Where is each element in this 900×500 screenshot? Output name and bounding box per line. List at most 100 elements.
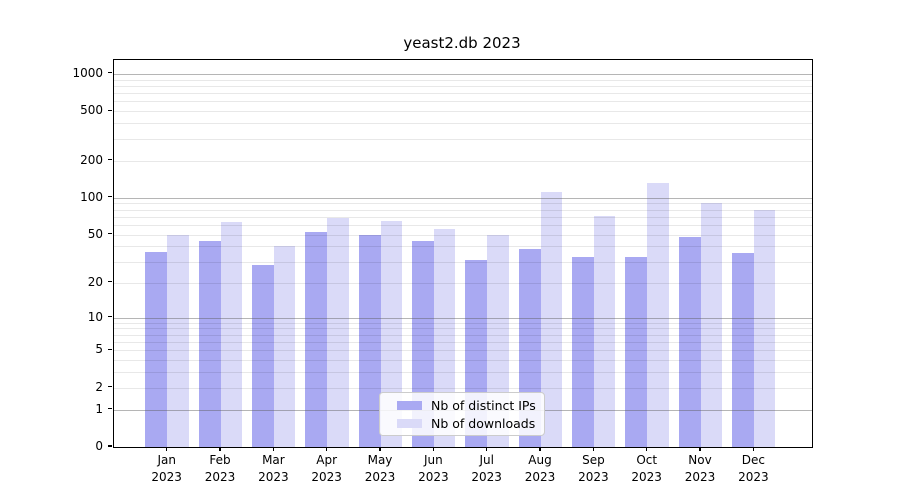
y-axis-tick	[107, 72, 112, 74]
gridline-minor	[114, 360, 812, 362]
x-axis-tick	[166, 447, 168, 452]
y-axis-tick	[107, 445, 112, 447]
gridline-minor	[114, 322, 812, 324]
bar-distinct-ips	[571, 256, 594, 447]
y-axis-tick	[107, 232, 112, 235]
gridline-major	[114, 317, 812, 319]
x-axis-tick-label: Jan 2023	[151, 453, 182, 484]
bar-distinct-ips	[305, 231, 328, 447]
y-axis-tick	[107, 196, 112, 198]
x-axis-tick	[272, 447, 275, 452]
gridline-minor	[114, 93, 812, 94]
bar-downloads	[753, 210, 776, 447]
legend-item-downloads: Nb of downloads	[397, 416, 544, 431]
x-axis-tick-label: May 2023	[364, 453, 396, 484]
bar-downloads	[593, 216, 616, 447]
legend: Nb of distinct IPs Nb of downloads	[379, 392, 545, 436]
gridline-minor	[114, 350, 812, 352]
y-axis-tick-label: 50	[87, 226, 103, 241]
bar-downloads	[220, 222, 243, 447]
bar-downloads	[540, 191, 563, 447]
legend-item-distinct-ips: Nb of distinct IPs	[397, 398, 544, 413]
x-axis-tick	[379, 447, 381, 452]
gridline-minor	[114, 101, 812, 103]
bar-downloads	[167, 234, 189, 447]
y-axis-tick-label: 200	[80, 152, 103, 167]
chart-title: yeast2.db 2023	[403, 34, 521, 52]
x-axis-tick	[592, 447, 595, 452]
bar-downloads	[327, 218, 349, 447]
gridline-minor	[114, 334, 812, 336]
bar-distinct-ips	[731, 253, 754, 447]
x-axis-tick-label: Sep 2023	[578, 453, 609, 484]
y-axis-tick	[107, 315, 112, 318]
bar-downloads	[380, 220, 403, 447]
y-axis-tick	[107, 280, 112, 283]
x-axis-tick-label: Dec 2023	[738, 453, 769, 484]
x-axis-tick	[539, 447, 541, 452]
gridline-minor	[114, 224, 812, 226]
y-axis-tick-label: 1	[95, 401, 103, 416]
bar-distinct-ips	[358, 234, 381, 447]
gridline-minor	[114, 79, 812, 81]
gridline-minor	[114, 216, 812, 218]
x-axis-tick	[752, 447, 755, 452]
gridline-minor	[114, 123, 812, 125]
bar-distinct-ips	[145, 251, 168, 447]
bar-downloads	[273, 246, 296, 447]
gridline-minor	[114, 138, 812, 140]
x-axis-tick	[432, 447, 435, 452]
bar-distinct-ips	[198, 241, 221, 447]
gridline-minor	[114, 372, 812, 374]
x-axis-tick-label: Feb 2023	[204, 453, 236, 484]
y-axis-tick-label: 100	[80, 189, 103, 204]
y-axis-tick	[107, 158, 112, 161]
gridline-minor	[114, 246, 812, 248]
y-axis-tick	[107, 386, 112, 388]
legend-label-downloads: Nb of downloads	[431, 415, 536, 431]
gridline-minor	[114, 328, 812, 330]
gridline-minor	[114, 261, 812, 263]
legend-swatch-downloads	[397, 418, 422, 428]
x-axis-tick	[486, 447, 488, 452]
x-axis-tick	[326, 447, 328, 452]
x-axis-tick	[699, 447, 701, 452]
gridline-major	[114, 73, 812, 75]
x-axis-tick-label: Nov 2023	[684, 453, 716, 484]
gridline-minor	[114, 203, 812, 205]
bar-downloads	[647, 182, 669, 447]
y-axis-tick	[107, 109, 112, 111]
legend-label-distinct-ips: Nb of distinct IPs	[431, 397, 536, 413]
gridline-minor	[114, 282, 812, 284]
gridline-minor	[114, 341, 812, 343]
x-axis-tick-label: Jun 2023	[418, 453, 449, 484]
x-axis-tick	[646, 447, 648, 452]
y-axis-tick-label: 500	[80, 103, 103, 118]
bar-distinct-ips	[678, 236, 701, 447]
gridline-minor	[114, 85, 812, 87]
gridline-major	[114, 197, 812, 199]
bar-downloads	[700, 202, 723, 447]
y-axis-tick-label: 2	[95, 379, 103, 394]
y-axis-tick-label: 0	[95, 439, 103, 453]
bar-distinct-ips	[625, 256, 648, 447]
gridline-minor	[114, 160, 812, 162]
x-axis-tick-label: Oct 2023	[631, 453, 662, 484]
legend-swatch-distinct-ips	[397, 400, 422, 410]
plot-area	[113, 59, 813, 448]
y-axis-tick-label: 1000	[72, 65, 103, 80]
x-axis-tick-label: Aug 2023	[524, 453, 556, 484]
gridline-minor	[114, 234, 812, 236]
bar-distinct-ips	[251, 265, 274, 447]
x-axis-tick-label: Jul 2023	[471, 453, 502, 484]
y-axis-tick	[107, 407, 112, 410]
gridline-minor	[114, 209, 812, 211]
x-axis-tick	[219, 447, 221, 452]
x-axis-tick-label: Apr 2023	[311, 453, 342, 484]
gridline-minor	[114, 387, 812, 389]
y-axis-tick	[107, 348, 112, 350]
x-axis-tick-label: Mar 2023	[258, 453, 289, 484]
y-axis-tick-label: 20	[87, 274, 103, 289]
gridline-minor	[114, 111, 812, 113]
